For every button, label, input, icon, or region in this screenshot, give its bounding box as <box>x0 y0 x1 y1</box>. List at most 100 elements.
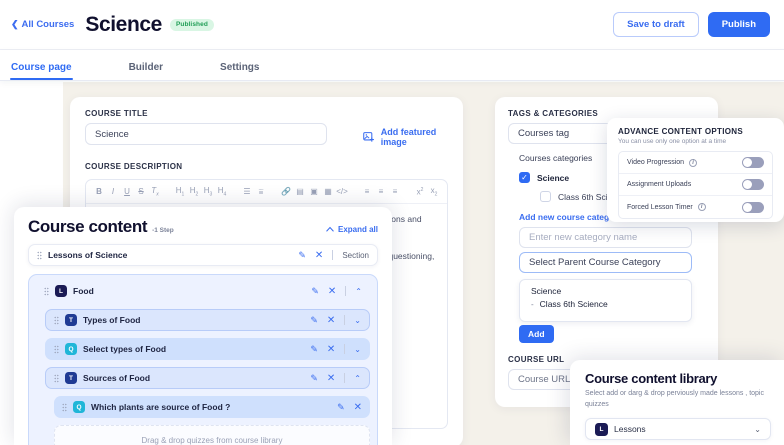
toggle-forced-lesson-timer[interactable] <box>742 201 764 213</box>
back-link-label: All Courses <box>21 19 75 30</box>
advance-options-list: Video Progression i Assignment Uploads F… <box>618 151 773 219</box>
add-featured-image-button[interactable]: Add featured image <box>363 127 463 147</box>
italic-icon[interactable]: I <box>111 187 115 196</box>
table-icon[interactable]: ▦ <box>324 187 332 196</box>
primary-tabs: Course page Builder Settings <box>0 50 784 81</box>
library-type-select[interactable]: L Lessons ⌄ <box>585 418 771 440</box>
heading-2-icon[interactable]: H2 <box>189 185 199 198</box>
close-icon[interactable]: ✕ <box>326 343 336 355</box>
drag-handle-icon[interactable] <box>44 286 49 296</box>
pencil-icon[interactable]: ✎ <box>310 372 318 383</box>
clear-format-icon[interactable]: Tx <box>151 185 159 198</box>
library-subtitle: Select add or darg & drop perviously mad… <box>585 390 764 408</box>
close-icon[interactable]: ✕ <box>314 249 324 261</box>
chevron-down-icon[interactable]: ⌄ <box>354 344 361 354</box>
tab-settings[interactable]: Settings <box>220 62 260 73</box>
close-icon[interactable]: ✕ <box>353 401 362 413</box>
drag-handle-icon[interactable] <box>54 344 59 354</box>
pencil-icon[interactable]: ✎ <box>298 249 306 260</box>
subscript-icon[interactable]: x2 <box>430 185 438 198</box>
parent-option-class-6th-science[interactable]: - Class 6th Science <box>520 297 691 311</box>
tab-builder[interactable]: Builder <box>128 62 164 73</box>
superscript-icon[interactable]: x2 <box>416 186 424 197</box>
pencil-icon[interactable]: ✎ <box>337 401 345 412</box>
course-title-input[interactable]: Science <box>85 123 327 145</box>
category-checkbox-science[interactable]: Science <box>519 172 569 183</box>
close-icon[interactable]: ✕ <box>326 314 336 326</box>
checkbox-checked-icon[interactable] <box>519 172 530 183</box>
chevron-up-icon[interactable]: ⌃ <box>354 373 361 383</box>
status-badge: Published <box>169 18 214 31</box>
parent-category-options-list[interactable]: Science - Class 6th Science <box>519 279 692 322</box>
save-to-draft-button[interactable]: Save to draft <box>613 11 699 38</box>
link-icon[interactable]: 🔗 <box>281 187 291 196</box>
bullet-list-icon[interactable]: ☰ <box>243 187 251 196</box>
checkbox-unchecked-icon[interactable] <box>540 191 551 202</box>
toggle-assignment-uploads[interactable] <box>742 179 764 190</box>
bold-icon[interactable]: B <box>96 187 102 196</box>
add-new-course-category-link[interactable]: Add new course category <box>519 212 623 222</box>
parent-course-category-select[interactable]: Select Parent Course Category <box>519 252 692 273</box>
lesson-block: L Food ✎ ✕ ⌃ T Types of Food ✎ ✕ ⌄ <box>28 274 378 445</box>
library-title: Course content library <box>585 371 718 386</box>
course-content-step-count: -1 Step <box>152 227 174 234</box>
chevron-down-icon[interactable]: ⌄ <box>754 424 761 434</box>
back-to-all-courses-link[interactable]: ❮ All Courses <box>11 19 74 30</box>
align-right-icon[interactable]: ≡ <box>392 187 398 196</box>
align-left-icon[interactable]: ≡ <box>364 187 370 196</box>
editor-toolbar-insert-group: 🔗 ▤ ▣ ▦ </> <box>279 187 349 196</box>
toggle-video-progression[interactable] <box>742 157 764 168</box>
publish-button[interactable]: Publish <box>707 11 770 38</box>
drag-handle-icon[interactable] <box>62 402 67 412</box>
quiz-row-which-plants-are-source-of-food[interactable]: Q Which plants are source of Food ? ✎ ✕ <box>54 396 370 418</box>
info-icon[interactable]: i <box>689 158 698 167</box>
image-icon[interactable]: ▤ <box>296 187 304 196</box>
code-icon[interactable]: </> <box>336 187 348 196</box>
page-title: Science <box>85 12 162 36</box>
close-icon[interactable]: ✕ <box>327 285 337 297</box>
pencil-icon[interactable]: ✎ <box>311 285 319 296</box>
lesson-badge-icon: L <box>55 285 67 297</box>
section-row[interactable]: Lessons of Science ✎ ✕ Section <box>28 244 378 266</box>
topic-row-actions: ✎ ✕ ⌄ <box>310 315 361 326</box>
pencil-icon[interactable]: ✎ <box>310 343 318 354</box>
add-category-button[interactable]: Add <box>519 325 554 343</box>
chevron-up-icon[interactable]: ⌃ <box>355 286 362 296</box>
drag-handle-icon[interactable] <box>54 315 59 325</box>
strikethrough-icon[interactable]: S <box>138 187 144 196</box>
course-content-header: Course content -1 Step Expand all <box>28 217 378 237</box>
chevron-down-icon[interactable]: ⌄ <box>354 315 361 325</box>
drag-handle-icon[interactable] <box>54 373 59 383</box>
header-actions: Save to draft Publish <box>613 11 770 38</box>
drag-handle-icon[interactable] <box>37 250 42 260</box>
parent-option-label: Class 6th Science <box>539 299 608 309</box>
close-icon[interactable]: ✕ <box>326 372 336 384</box>
heading-4-icon[interactable]: H4 <box>217 185 227 198</box>
pencil-icon[interactable]: ✎ <box>310 314 318 325</box>
expand-all-button[interactable]: Expand all <box>326 225 378 234</box>
topic-row-sources-of-food[interactable]: T Sources of Food ✎ ✕ ⌃ <box>45 367 370 389</box>
quiz-row-select-types-of-food[interactable]: Q Select types of Food ✎ ✕ ⌄ <box>45 338 370 360</box>
tab-course-page[interactable]: Course page <box>10 62 73 80</box>
info-icon[interactable]: i <box>697 203 706 211</box>
quiz-dropzone[interactable]: Drag & drop quizzes from course library <box>54 425 370 445</box>
editor-toolbar-align-group: ≡ ≡ ≡ <box>360 187 402 196</box>
underline-icon[interactable]: U <box>124 187 130 196</box>
chevron-left-icon: ❮ <box>11 19 19 29</box>
parent-option-science[interactable]: Science <box>531 286 562 296</box>
category-checkbox-class-6th-science[interactable]: Class 6th Science <box>540 191 626 202</box>
action-divider <box>344 373 346 383</box>
new-category-name-input[interactable]: Enter new category name <box>519 227 692 248</box>
topic-row-types-of-food[interactable]: T Types of Food ✎ ✕ ⌄ <box>45 309 370 331</box>
heading-1-icon[interactable]: H1 <box>175 185 185 198</box>
lesson-row-food[interactable]: L Food ✎ ✕ ⌃ <box>36 280 370 302</box>
align-center-icon[interactable]: ≡ <box>378 187 384 196</box>
heading-3-icon[interactable]: H3 <box>203 185 213 198</box>
video-icon[interactable]: ▣ <box>310 187 318 196</box>
advance-options-title: ADVANCE CONTENT OPTIONS <box>618 127 743 136</box>
course-description-label: COURSE DESCRIPTION <box>85 162 183 171</box>
editor-toolbar-format-group: B I U S Tx <box>92 186 162 198</box>
topic-row-actions: ✎ ✕ ⌃ <box>310 373 361 384</box>
numbered-list-icon[interactable]: ⩸ <box>258 186 264 196</box>
